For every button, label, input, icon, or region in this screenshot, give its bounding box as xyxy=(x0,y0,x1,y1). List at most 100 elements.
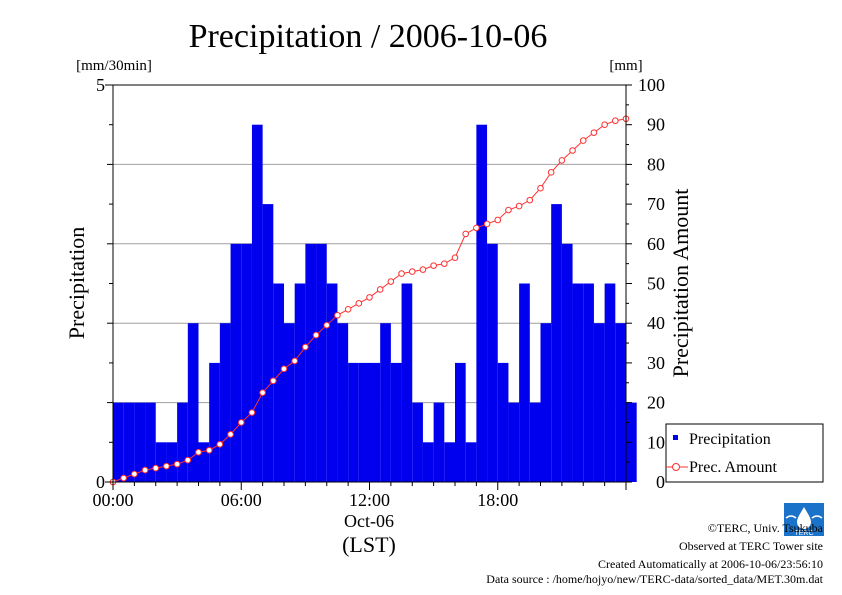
amount-point xyxy=(120,474,127,482)
footer-observed: Observed at TERC Tower site xyxy=(679,539,823,553)
y-tick-label: 5 xyxy=(96,75,105,95)
precipitation-bar xyxy=(198,442,210,482)
precipitation-bar xyxy=(444,442,455,482)
y2-tick-label: 60 xyxy=(647,234,665,254)
amount-point xyxy=(141,466,149,474)
footer-source: Data source : /home/hojyo/new/TERC-data/… xyxy=(486,572,823,586)
precipitation-bar xyxy=(294,283,306,482)
amount-point xyxy=(366,294,373,301)
amount-point xyxy=(505,206,512,214)
amount-point xyxy=(451,254,459,261)
precipitation-bar xyxy=(422,442,434,482)
amount-point xyxy=(483,220,491,228)
precipitation-bar xyxy=(433,402,445,482)
precipitation-bar xyxy=(187,323,199,482)
legend: Precipitation Prec. Amount xyxy=(665,423,824,483)
amount-point xyxy=(569,147,576,154)
legend-precipitation: Precipitation xyxy=(689,431,771,448)
amount-point xyxy=(547,169,555,176)
amount-point xyxy=(195,448,202,456)
precipitation-bar xyxy=(262,204,274,482)
legend-bar-swatch xyxy=(673,435,678,440)
precipitation-bar xyxy=(540,323,552,482)
x-tick-label: 06:00 xyxy=(221,490,262,510)
y2-tick-label: 10 xyxy=(647,432,665,452)
precipitation-bar xyxy=(412,402,423,482)
precipitation-bar xyxy=(508,402,520,482)
amount-point xyxy=(558,157,566,164)
amount-point xyxy=(131,470,138,478)
amount-point xyxy=(355,300,363,307)
y2-tick-label: 20 xyxy=(647,393,665,413)
amount-point xyxy=(579,137,587,144)
y2-tick-label: 90 xyxy=(647,115,665,135)
precipitation-bar xyxy=(316,243,327,482)
logo-wave-icon xyxy=(785,515,823,519)
precipitation-bar xyxy=(284,323,295,482)
y2-tick-label: 0 xyxy=(656,472,665,492)
amount-point xyxy=(515,202,523,210)
precipitation-bar xyxy=(241,243,252,482)
precipitation-bar xyxy=(561,243,573,482)
amount-point xyxy=(248,409,256,416)
y2-axis-label: Precipitation Amount xyxy=(668,189,693,378)
y2-tick-label: 80 xyxy=(647,154,665,174)
y2-tick-label: 70 xyxy=(647,194,665,214)
precipitation-bar xyxy=(487,243,498,482)
x-tick-label: 12:00 xyxy=(349,490,390,510)
footer-copyright: ©TERC, Univ. Tsukuba xyxy=(708,521,824,535)
amount-point xyxy=(419,266,427,273)
amount-point xyxy=(526,196,534,204)
amount-point xyxy=(344,306,352,313)
amount-point xyxy=(184,456,192,464)
y2-tick-label: 30 xyxy=(647,353,665,373)
precipitation-bar xyxy=(123,402,135,482)
precipitation-bar xyxy=(273,283,284,482)
amount-point xyxy=(216,440,224,448)
amount-point xyxy=(408,268,416,275)
precipitation-bar xyxy=(209,362,220,482)
terc-logo: TERC xyxy=(784,503,824,537)
amount-point xyxy=(601,121,608,128)
precipitation-bar xyxy=(615,323,626,482)
amount-point xyxy=(291,357,298,365)
amount-point xyxy=(205,446,213,454)
precipitation-bar xyxy=(251,124,263,482)
amount-point xyxy=(612,117,619,125)
amount-point xyxy=(270,377,277,385)
legend-marker-swatch xyxy=(672,463,680,471)
precipitation-bar xyxy=(166,442,178,482)
precipitation-bar xyxy=(369,362,381,482)
amount-point xyxy=(376,286,384,293)
amount-point xyxy=(590,129,598,136)
amount-point xyxy=(312,331,320,339)
amount-point xyxy=(387,278,395,285)
precipitation-bar xyxy=(551,204,562,482)
legend-box xyxy=(665,423,824,483)
precipitation-bar xyxy=(348,362,359,482)
amount-point xyxy=(173,460,181,468)
x-tick-label: 00:00 xyxy=(92,490,133,510)
y-tick-label: 0 xyxy=(96,472,105,492)
precipitation-bar xyxy=(604,283,616,482)
amount-point xyxy=(473,224,480,232)
logo-drop-icon xyxy=(797,507,811,529)
precipitation-bar xyxy=(572,283,584,482)
amount-point xyxy=(323,321,331,329)
y2-tick-label: 40 xyxy=(647,313,665,333)
amount-point xyxy=(441,260,448,267)
axes: 00:00 06:00 12:00 18:0005010203040506070809… xyxy=(92,75,665,510)
amount-point xyxy=(152,464,160,472)
amount-point xyxy=(163,462,170,470)
precipitation-bar xyxy=(593,323,605,482)
x-tz-label: (LST) xyxy=(342,532,396,557)
amount-point xyxy=(537,184,544,192)
legend-prec-amount: Prec. Amount xyxy=(689,459,778,476)
amount-point xyxy=(227,431,234,438)
precipitation-bar xyxy=(519,283,530,482)
amount-point xyxy=(398,270,405,277)
precipitation-bar xyxy=(113,402,124,482)
precipitation-bars xyxy=(113,124,637,482)
precipitation-bar xyxy=(337,323,349,482)
